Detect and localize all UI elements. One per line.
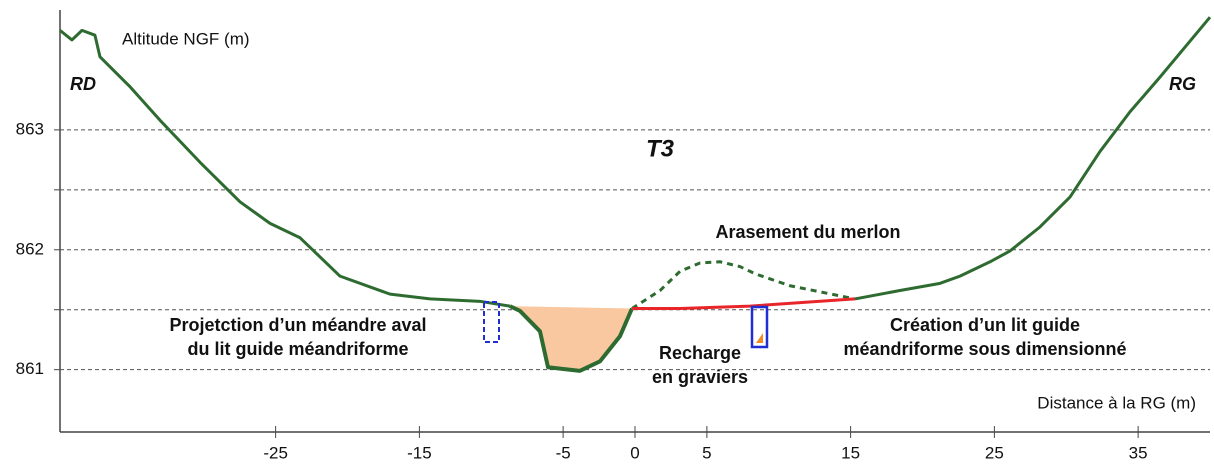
annotation: Arasement du merlon bbox=[715, 222, 900, 242]
x-tick-label: 15 bbox=[841, 443, 860, 462]
profile-line bbox=[854, 16, 1212, 301]
annotation: Recharge bbox=[659, 343, 741, 363]
y-tick-label: 861 bbox=[16, 359, 44, 378]
x-tick-label: 0 bbox=[630, 443, 639, 462]
y-tick-label: 863 bbox=[16, 119, 44, 138]
x-tick-label: -15 bbox=[407, 443, 432, 462]
annotation: Projetction d’un méandre aval bbox=[169, 315, 426, 335]
annotation: méandriforme sous dimensionné bbox=[843, 339, 1126, 359]
annotation: RD bbox=[70, 74, 96, 94]
chart-title: T3 bbox=[646, 135, 675, 162]
annotation: RG bbox=[1169, 74, 1196, 94]
x-tick-label: -5 bbox=[556, 443, 571, 462]
profile-line bbox=[59, 28, 511, 308]
x-tick-label: -25 bbox=[263, 443, 288, 462]
x-tick-label: 5 bbox=[702, 443, 711, 462]
y-tick-label: 862 bbox=[16, 239, 44, 258]
profile-line bbox=[509, 304, 634, 373]
annotation: en graviers bbox=[652, 367, 748, 387]
profile-line bbox=[631, 297, 856, 311]
y-axis-label: Altitude NGF (m) bbox=[122, 29, 250, 48]
x-tick-label: 35 bbox=[1129, 443, 1148, 462]
recharge-area bbox=[509, 306, 632, 371]
plot-area: 861 862 863 -25 -15 -5 0 5 15 25 35 RD RG Arasement d… bbox=[16, 10, 1212, 462]
guide-box bbox=[750, 305, 769, 349]
x-tick-label: 25 bbox=[985, 443, 1004, 462]
gravel-icon bbox=[756, 333, 763, 343]
annotation: du lit guide méandriforme bbox=[187, 339, 408, 359]
profile-line bbox=[631, 260, 856, 310]
annotation: Création d’un lit guide bbox=[890, 315, 1080, 335]
meander-box bbox=[483, 301, 500, 343]
x-axis-label: Distance à la RG (m) bbox=[1037, 393, 1196, 412]
